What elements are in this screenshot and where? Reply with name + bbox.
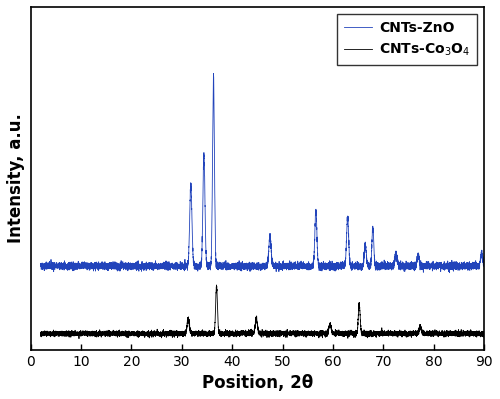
CNTs-Co$_3$O$_4$	[312, 331, 318, 336]
Line: CNTs-ZnO: CNTs-ZnO	[40, 73, 490, 273]
CNTs-Co$_3$O$_4$	[158, 329, 164, 334]
CNTs-Co$_3$O$_4$	[64, 333, 70, 338]
CNTs-ZnO	[479, 252, 485, 257]
CNTs-Co$_3$O$_4$	[486, 330, 492, 335]
CNTs-ZnO	[210, 71, 216, 76]
CNTs-ZnO	[158, 266, 164, 271]
Line: CNTs-Co$_3$O$_4$: CNTs-Co$_3$O$_4$	[40, 285, 490, 339]
CNTs-ZnO	[446, 270, 452, 275]
CNTs-ZnO	[392, 257, 398, 262]
CNTs-Co$_3$O$_4$	[214, 282, 220, 287]
X-axis label: Position, 2θ: Position, 2θ	[202, 374, 313, 392]
Y-axis label: Intensity, a.u.: Intensity, a.u.	[7, 113, 25, 243]
Legend: CNTs-ZnO, CNTs-Co$_3$O$_4$: CNTs-ZnO, CNTs-Co$_3$O$_4$	[338, 14, 478, 65]
CNTs-Co$_3$O$_4$	[38, 330, 44, 335]
CNTs-Co$_3$O$_4$	[318, 332, 324, 337]
CNTs-Co$_3$O$_4$	[392, 330, 398, 334]
CNTs-Co$_3$O$_4$	[76, 336, 82, 341]
CNTs-ZnO	[318, 265, 324, 270]
CNTs-ZnO	[64, 263, 70, 267]
CNTs-ZnO	[312, 221, 318, 226]
CNTs-ZnO	[38, 263, 44, 268]
CNTs-ZnO	[486, 262, 492, 267]
CNTs-Co$_3$O$_4$	[479, 332, 485, 337]
